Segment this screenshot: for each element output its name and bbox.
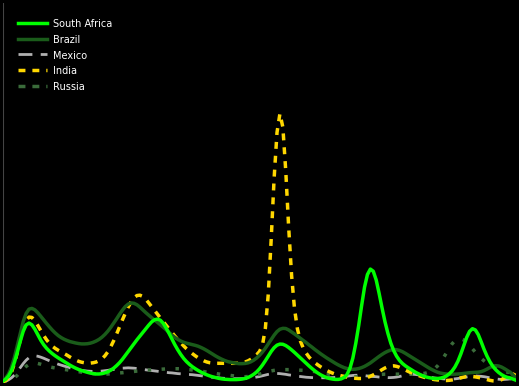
Legend: South Africa, Brazil, Mexico, India, Russia: South Africa, Brazil, Mexico, India, Rus… xyxy=(18,19,112,92)
